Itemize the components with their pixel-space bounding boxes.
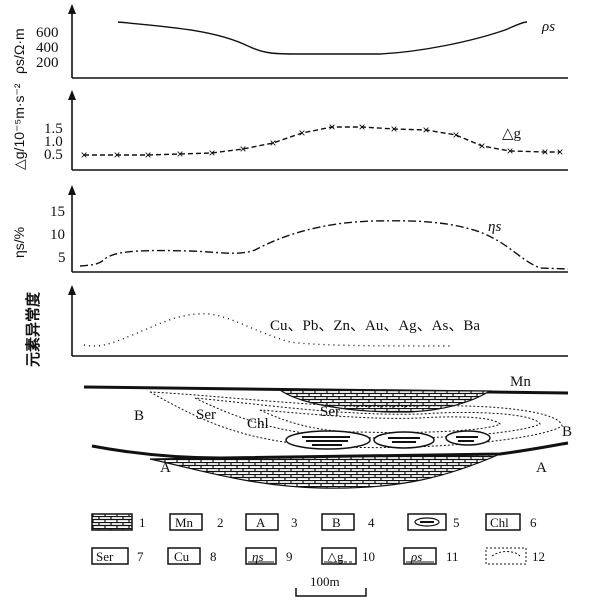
legend-item-7: Ser 7: [91, 547, 144, 565]
svg-text:×: ×: [269, 136, 276, 150]
legend-item-11: ρs 11: [403, 547, 459, 565]
legend-item-3: A 3: [245, 513, 298, 531]
legend-item-12: 12: [485, 547, 545, 565]
legend-item-1: 1: [91, 513, 146, 531]
polarization-y-label: ηs/%: [11, 227, 27, 258]
section-label-b-right: B: [562, 424, 572, 440]
svg-text:A: A: [256, 515, 266, 530]
section-label-ser-left: Ser: [196, 407, 216, 423]
svg-text:Chl: Chl: [490, 515, 509, 530]
svg-text:8: 8: [210, 549, 217, 564]
legend-item-8: Cu 8: [167, 547, 217, 565]
gravity-tick-1.5: 1.5: [44, 121, 63, 137]
svg-text:△g: △g: [327, 549, 344, 564]
resistivity-y-arrow: [68, 4, 76, 14]
mn-ore-body: [278, 389, 493, 413]
gravity-tick-0.5: 0.5: [44, 147, 63, 163]
svg-text:×: ×: [478, 139, 485, 153]
svg-text:×: ×: [452, 128, 459, 142]
geological-section: Mn B B Ser Ser Chl A A: [83, 374, 572, 489]
scale-bar: 100m: [295, 574, 367, 597]
polarization-curve-label: ηs: [488, 219, 501, 235]
legend: 1 Mn 2 A 3 B 4 5 Chl 6: [91, 513, 545, 565]
gravity-tick-1.0: 1.0: [44, 134, 63, 150]
svg-text:11: 11: [446, 549, 459, 564]
section-label-b-left: B: [134, 408, 144, 424]
svg-text:×: ×: [328, 120, 335, 134]
elements-y-arrow: [68, 285, 76, 295]
resistivity-curve: [117, 21, 528, 55]
svg-text:B: B: [332, 515, 341, 530]
ore-lens: [373, 431, 435, 449]
svg-text:×: ×: [422, 123, 429, 137]
svg-text:4: 4: [368, 515, 375, 530]
polarization-tick-5: 5: [58, 250, 66, 266]
resistivity-y-label: ρs/Ω·m: [11, 28, 27, 74]
resistivity-curve-label: ρs: [541, 19, 555, 35]
svg-text:×: ×: [506, 144, 513, 158]
elements-panel: 元素异常度 Cu、Pb、Zn、Au、Ag、As、Ba: [24, 285, 568, 367]
resistivity-tick-400: 400: [36, 40, 59, 56]
svg-text:6: 6: [530, 515, 537, 530]
svg-text:5: 5: [453, 515, 460, 530]
polarization-curve: [79, 220, 569, 270]
limestone-lens: [149, 453, 501, 489]
svg-text:Ser: Ser: [96, 549, 114, 564]
section-label-a-right: A: [536, 460, 547, 476]
scale-bar-label: 100m: [310, 574, 340, 589]
ore-lens-dots: [302, 436, 478, 446]
svg-text:×: ×: [176, 147, 183, 161]
section-label-a-left: A: [160, 460, 171, 476]
svg-text:10: 10: [362, 549, 375, 564]
svg-text:1: 1: [139, 515, 146, 530]
gravity-y-label: △g/10⁻⁵m·s⁻²: [11, 83, 27, 170]
svg-text:9: 9: [286, 549, 293, 564]
svg-text:×: ×: [541, 145, 548, 159]
polarization-tick-15: 15: [50, 204, 65, 220]
polarization-panel: 15 10 5 ηs/% ηs: [11, 185, 569, 273]
elements-list-label: Cu、Pb、Zn、Au、Ag、As、Ba: [270, 318, 480, 334]
section-label-chl: Chl: [247, 416, 269, 432]
svg-text:×: ×: [239, 142, 246, 156]
legend-item-2: Mn 2: [169, 513, 224, 531]
svg-text:ηs: ηs: [252, 549, 264, 564]
resistivity-tick-200: 200: [36, 55, 59, 71]
resistivity-tick-600: 600: [36, 25, 59, 41]
svg-text:Mn: Mn: [175, 515, 194, 530]
svg-text:ρs: ρs: [410, 549, 422, 564]
gravity-panel: 1.5 1.0 0.5 △g/10⁻⁵m·s⁻² × × × × × × ×× × × × ×…: [11, 83, 568, 171]
gravity-curve-label: △g: [502, 126, 522, 142]
svg-text:×: ×: [144, 148, 151, 162]
svg-text:7: 7: [137, 549, 144, 564]
svg-text:×: ×: [80, 148, 87, 162]
svg-text:×: ×: [358, 120, 365, 134]
gravity-y-arrow: [68, 90, 76, 100]
svg-text:×: ×: [390, 122, 397, 136]
svg-text:12: 12: [532, 549, 545, 564]
svg-text:×: ×: [208, 146, 215, 160]
legend-item-5: 5: [407, 513, 460, 531]
polarization-tick-10: 10: [50, 227, 65, 243]
ore-lenses: [285, 430, 491, 450]
legend-item-10: △g 10: [321, 547, 375, 565]
section-label-ser-right: Ser: [320, 404, 340, 420]
legend-item-4: B 4: [321, 513, 375, 531]
legend-item-9: ηs 9: [245, 547, 293, 565]
svg-text:×: ×: [298, 126, 305, 140]
svg-text:×: ×: [113, 148, 120, 162]
svg-text:2: 2: [217, 515, 224, 530]
gravity-curve: [84, 126, 560, 156]
polarization-y-arrow: [68, 185, 76, 195]
elements-y-label: 元素异常度: [24, 291, 42, 367]
legend-item-6: Chl 6: [485, 513, 537, 531]
svg-text:×: ×: [556, 145, 563, 159]
formation-boundary: [91, 441, 569, 460]
svg-text:3: 3: [291, 515, 298, 530]
resistivity-panel: 600 400 200 ρs/Ω·m ρs: [11, 4, 568, 79]
svg-text:Cu: Cu: [174, 549, 190, 564]
section-label-mn: Mn: [510, 374, 531, 390]
gravity-markers: × × × × × × × × × × × × × × × × ×: [80, 120, 563, 162]
